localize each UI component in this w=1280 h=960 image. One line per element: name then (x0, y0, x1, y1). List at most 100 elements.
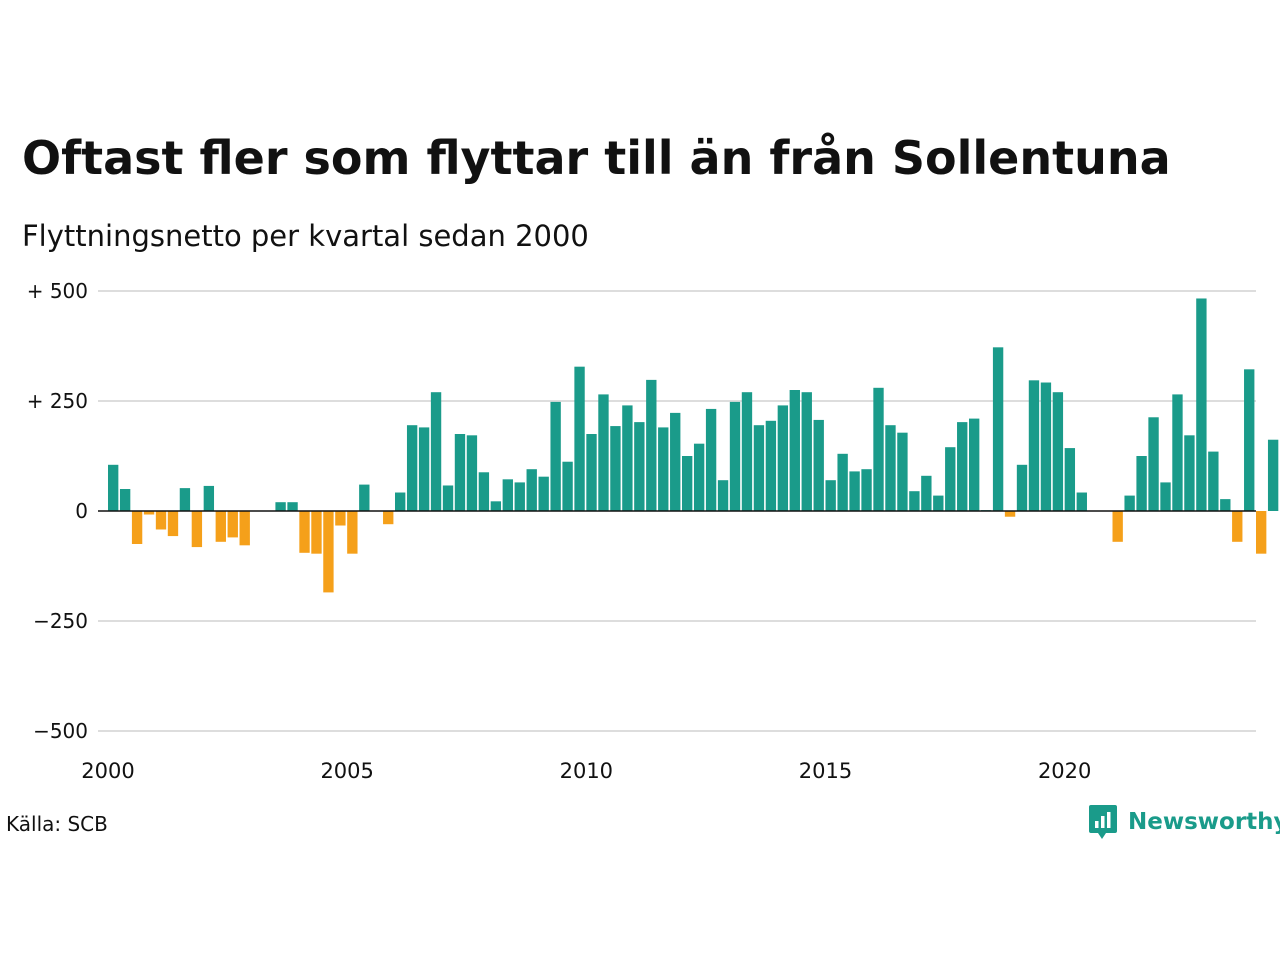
bar-negative (383, 511, 394, 525)
bar-negative (299, 511, 310, 553)
bar-positive (454, 434, 466, 511)
bar-positive (1124, 495, 1135, 511)
bar-positive (622, 405, 633, 511)
bar-positive (275, 502, 286, 511)
bar-positive (598, 394, 609, 511)
bar-chart: + 500 + 250 0 −250 −500 2000 2005 2010 2015 2020 (27, 279, 1279, 783)
bar-positive (849, 471, 860, 511)
bar-negative (131, 511, 143, 544)
bar-positive (957, 422, 968, 511)
bar-positive (287, 502, 298, 511)
bar-positive (574, 366, 585, 511)
bar-positive (395, 492, 406, 511)
bar-positive (861, 469, 872, 511)
bar-negative (1232, 511, 1243, 542)
bar-negative (347, 511, 358, 554)
bar-positive (921, 475, 932, 511)
bar-positive (646, 379, 657, 511)
bar-negative (311, 511, 322, 554)
bar-negative (335, 511, 346, 526)
bar-positive (1184, 435, 1195, 511)
bar-positive (670, 412, 681, 511)
bar-positive (1136, 456, 1147, 511)
x-tick-label: 2020 (1038, 759, 1091, 783)
newsworthy-logo-icon (1089, 805, 1117, 839)
bar-positive (705, 408, 717, 511)
x-tick-label: 2015 (799, 759, 852, 783)
bar-positive (119, 489, 131, 511)
bar-negative (155, 511, 167, 530)
bar-positive (430, 392, 442, 511)
chart-subtitle: Flyttningsnetto per kvartal sedan 2000 (22, 219, 589, 253)
bar-positive (1040, 382, 1052, 511)
bar-positive (777, 405, 789, 511)
bar-positive (442, 485, 454, 511)
bar-positive (813, 419, 824, 511)
bar-positive (1028, 380, 1040, 511)
bar-positive (741, 392, 753, 511)
bar-positive (933, 495, 944, 511)
y-tick-label: −500 (33, 719, 88, 743)
bar-negative (227, 511, 238, 538)
bar-positive (789, 390, 800, 511)
bar-positive (837, 453, 848, 511)
bar-positive (729, 401, 741, 511)
bar-positive (1244, 369, 1255, 511)
bar-positive (1220, 499, 1231, 511)
bar-positive (1172, 394, 1183, 511)
bar-positive (969, 418, 980, 511)
bar-positive (1160, 482, 1171, 511)
y-tick-label: −250 (33, 609, 88, 633)
bar-positive (550, 401, 561, 511)
y-tick-label: + 500 (27, 279, 88, 303)
bar-positive (682, 456, 693, 511)
bar-positive (1196, 298, 1207, 511)
bar-negative (239, 511, 250, 546)
bar-positive (1052, 392, 1064, 511)
source-note: Källa: SCB (6, 812, 108, 836)
bar-positive (562, 461, 573, 511)
bar-positive (873, 387, 884, 511)
bar-positive (514, 482, 525, 511)
bar-positive (1267, 439, 1279, 511)
x-tick-label: 2000 (81, 759, 134, 783)
y-tick-label: 0 (75, 499, 88, 523)
bar-positive (693, 443, 705, 511)
bar-negative (191, 511, 203, 548)
bar-positive (478, 472, 490, 511)
bar-positive (406, 425, 418, 511)
bar-positive (538, 476, 549, 511)
bar-positive (203, 485, 215, 511)
bar-positive (1064, 448, 1076, 511)
x-tick-label: 2005 (320, 759, 373, 783)
bar-positive (1148, 417, 1159, 511)
bar-positive (885, 425, 896, 511)
bar-positive (1016, 464, 1028, 511)
bar-positive (992, 347, 1004, 511)
bar-positive (418, 427, 430, 511)
bar-positive (586, 434, 597, 511)
bar-positive (658, 427, 669, 511)
bar-positive (1076, 492, 1087, 511)
x-tick-label: 2010 (560, 759, 613, 783)
bar-positive (897, 432, 908, 511)
bar-positive (179, 488, 191, 511)
bar-negative (1256, 511, 1267, 554)
chart-title: Oftast fler som flyttar till än från Sol… (22, 131, 1171, 185)
bars (108, 298, 1279, 593)
bar-positive (526, 469, 537, 511)
brand-name: Newsworthy (1128, 809, 1280, 835)
bar-positive (108, 464, 119, 511)
brand-logo: Newsworthy (1088, 804, 1280, 840)
bar-negative (215, 511, 226, 542)
bar-negative (323, 511, 334, 593)
bar-negative (167, 511, 179, 537)
bar-positive (359, 484, 370, 511)
bar-negative (1004, 511, 1016, 517)
bar-positive (825, 480, 836, 511)
bar-positive (945, 447, 956, 511)
y-tick-label: + 250 (27, 389, 88, 413)
bar-positive (466, 435, 478, 511)
y-axis-labels: + 500 + 250 0 −250 −500 (27, 279, 88, 743)
bar-positive (634, 422, 645, 511)
